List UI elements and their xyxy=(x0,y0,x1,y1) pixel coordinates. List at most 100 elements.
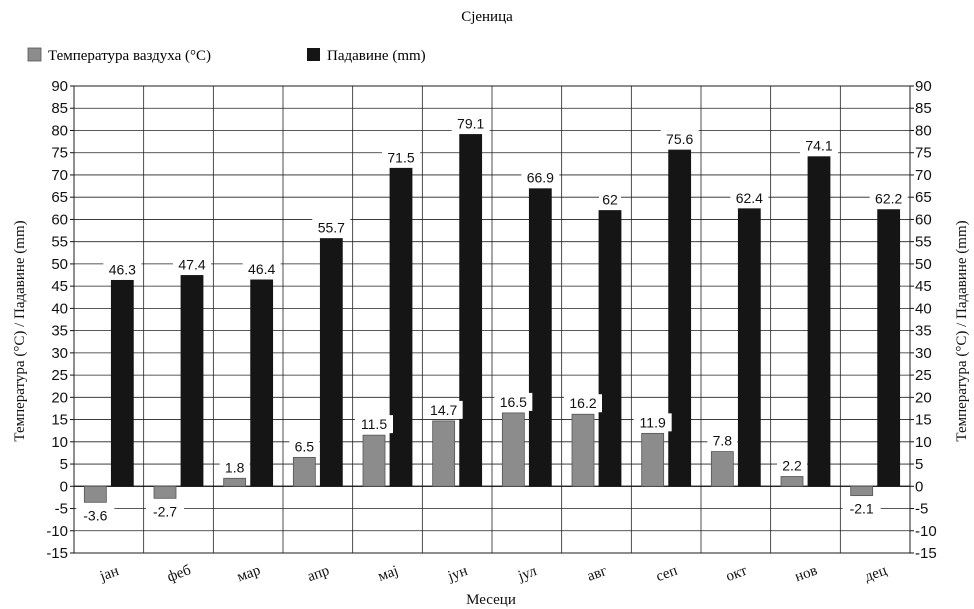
data-label-bg xyxy=(76,506,115,525)
data-label-temperature: 11.9 xyxy=(640,414,666,430)
data-label-bg xyxy=(842,499,881,518)
data-label-precipitation: 62 xyxy=(602,192,618,208)
legend: Температура ваздуха (°C) Падавине (mm) xyxy=(27,47,426,64)
bar-precipitation xyxy=(319,238,343,487)
data-label-bg xyxy=(146,502,184,521)
y-tick-label-left: 85 xyxy=(51,100,68,117)
bar-temperature xyxy=(83,485,107,503)
y-tick-label-left: 5 xyxy=(60,456,68,473)
data-label-bg xyxy=(173,255,211,274)
data-label-bg xyxy=(103,260,142,279)
y-axis-right: -15 -10 -5 0 5 10 15 20 25 30 35 40 45 50 55 60 65 70 75 80… xyxy=(915,78,937,562)
x-tick-label: јун xyxy=(445,563,470,585)
y-axis-title-right: Температура (°C) / Падавине (mm) xyxy=(954,220,970,441)
chart-title: Сјеница xyxy=(461,9,513,25)
y-tick-label-right: 40 xyxy=(915,300,932,317)
data-label-temperature: 1.8 xyxy=(225,459,245,475)
bar-temperature xyxy=(153,485,177,499)
y-tick-label-left: 80 xyxy=(51,122,68,139)
y-tick-label-right: 70 xyxy=(915,167,932,184)
data-label-temperature: 14.7 xyxy=(430,402,457,418)
bar-precipitation xyxy=(807,156,831,487)
y-tick-label-left: 20 xyxy=(51,389,68,406)
y-tick-label-left: 90 xyxy=(51,78,68,95)
y-tick-label-left: 70 xyxy=(51,167,68,184)
bar-temperature xyxy=(780,476,804,487)
legend-label-precipitation: Падавине (mm) xyxy=(327,48,426,64)
bar-precipitation xyxy=(598,210,622,487)
x-tick-label: мај xyxy=(376,563,400,585)
x-tick-label: нов xyxy=(793,562,820,585)
data-label-bg xyxy=(660,130,699,149)
y-tick-label-left: 15 xyxy=(51,412,68,429)
data-label-temperature: -2.7 xyxy=(153,503,177,519)
data-label-bg xyxy=(599,190,621,209)
y-tick-label-left: 10 xyxy=(51,434,68,451)
y-tick-label-right: 10 xyxy=(915,434,932,451)
x-tick-label: дец xyxy=(863,563,889,586)
data-label-precipitation: 46.4 xyxy=(248,261,275,277)
data-label-precipitation: 66.9 xyxy=(527,170,554,186)
data-label-precipitation: 62.4 xyxy=(736,190,763,206)
x-axis: јан феб мар апр мај јун јул авг сеп окт нов дец xyxy=(97,562,889,585)
x-tick-label: апр xyxy=(305,563,331,586)
bar-temperature xyxy=(850,485,874,497)
data-label-bg xyxy=(521,168,560,187)
x-tick-label: мар xyxy=(235,562,263,585)
y-tick-label-left: 25 xyxy=(51,367,68,384)
y-tick-label-left: 60 xyxy=(51,211,68,228)
data-label-bg xyxy=(730,188,769,207)
y-tick-label-right: 75 xyxy=(915,145,932,162)
bar-temperature xyxy=(292,456,316,487)
grid xyxy=(70,85,914,554)
x-tick-label: сеп xyxy=(654,563,680,585)
x-tick-label: феб xyxy=(165,562,193,585)
data-label-bg xyxy=(633,413,672,432)
data-label-temperature: 2.2 xyxy=(782,458,802,474)
data-label-bg xyxy=(382,148,420,167)
y-tick-label-left: 40 xyxy=(51,300,68,317)
x-tick-label: авг xyxy=(585,563,609,585)
x-tick-label: јан xyxy=(97,563,121,585)
y-tick-label-right: 15 xyxy=(915,412,932,429)
bar-temperature xyxy=(362,434,386,487)
data-labels: -3.6 -2.7 1.8 6.5 11.5 14.7 16.5 16.2 11.9 7.8 2.2… xyxy=(76,114,908,525)
data-label-bg xyxy=(451,114,490,133)
bar-temperature xyxy=(223,477,247,487)
data-label-bg xyxy=(219,458,250,477)
y-tick-label-right: 50 xyxy=(915,256,932,273)
y-tick-label-right: 45 xyxy=(915,278,932,295)
data-label-temperature: 6.5 xyxy=(295,438,315,454)
data-label-temperature: -3.6 xyxy=(83,507,107,523)
data-label-temperature: -2.1 xyxy=(850,501,874,517)
data-label-precipitation: 47.4 xyxy=(178,256,205,272)
data-label-bg xyxy=(777,456,807,475)
data-label-temperature: 16.5 xyxy=(500,394,527,410)
y-tick-label-left: 75 xyxy=(51,145,68,162)
y-tick-label-right: 30 xyxy=(915,345,932,362)
x-tick-label: окт xyxy=(724,563,750,585)
y-tick-label-right: -15 xyxy=(915,545,937,562)
bar-precipitation xyxy=(389,167,413,487)
data-label-precipitation: 75.6 xyxy=(666,131,693,147)
data-label-temperature: 7.8 xyxy=(713,433,733,449)
y-axis-title-left: Температура (°C) / Падавине (mm) xyxy=(12,220,28,441)
data-label-precipitation: 79.1 xyxy=(457,115,484,131)
y-tick-label-left: 45 xyxy=(51,278,68,295)
y-tick-label-left: -15 xyxy=(46,545,68,562)
x-axis-title: Месеци xyxy=(466,592,516,608)
bar-temperature xyxy=(432,420,456,487)
y-tick-label-left: 35 xyxy=(51,323,68,340)
bar-precipitation xyxy=(668,149,692,487)
y-tick-label-right: 65 xyxy=(915,189,932,206)
y-tick-label-left: 65 xyxy=(51,189,68,206)
bar-precipitation xyxy=(737,208,761,487)
y-tick-label-right: 35 xyxy=(915,323,932,340)
data-label-bg xyxy=(707,431,738,450)
y-tick-label-right: -5 xyxy=(915,501,928,518)
legend-label-temperature: Температура ваздуха (°C) xyxy=(48,48,211,64)
bar-temperature xyxy=(641,432,665,487)
data-label-bg xyxy=(869,189,908,208)
legend-swatch-precipitation xyxy=(307,48,320,61)
legend-swatch-temperature xyxy=(27,47,42,62)
